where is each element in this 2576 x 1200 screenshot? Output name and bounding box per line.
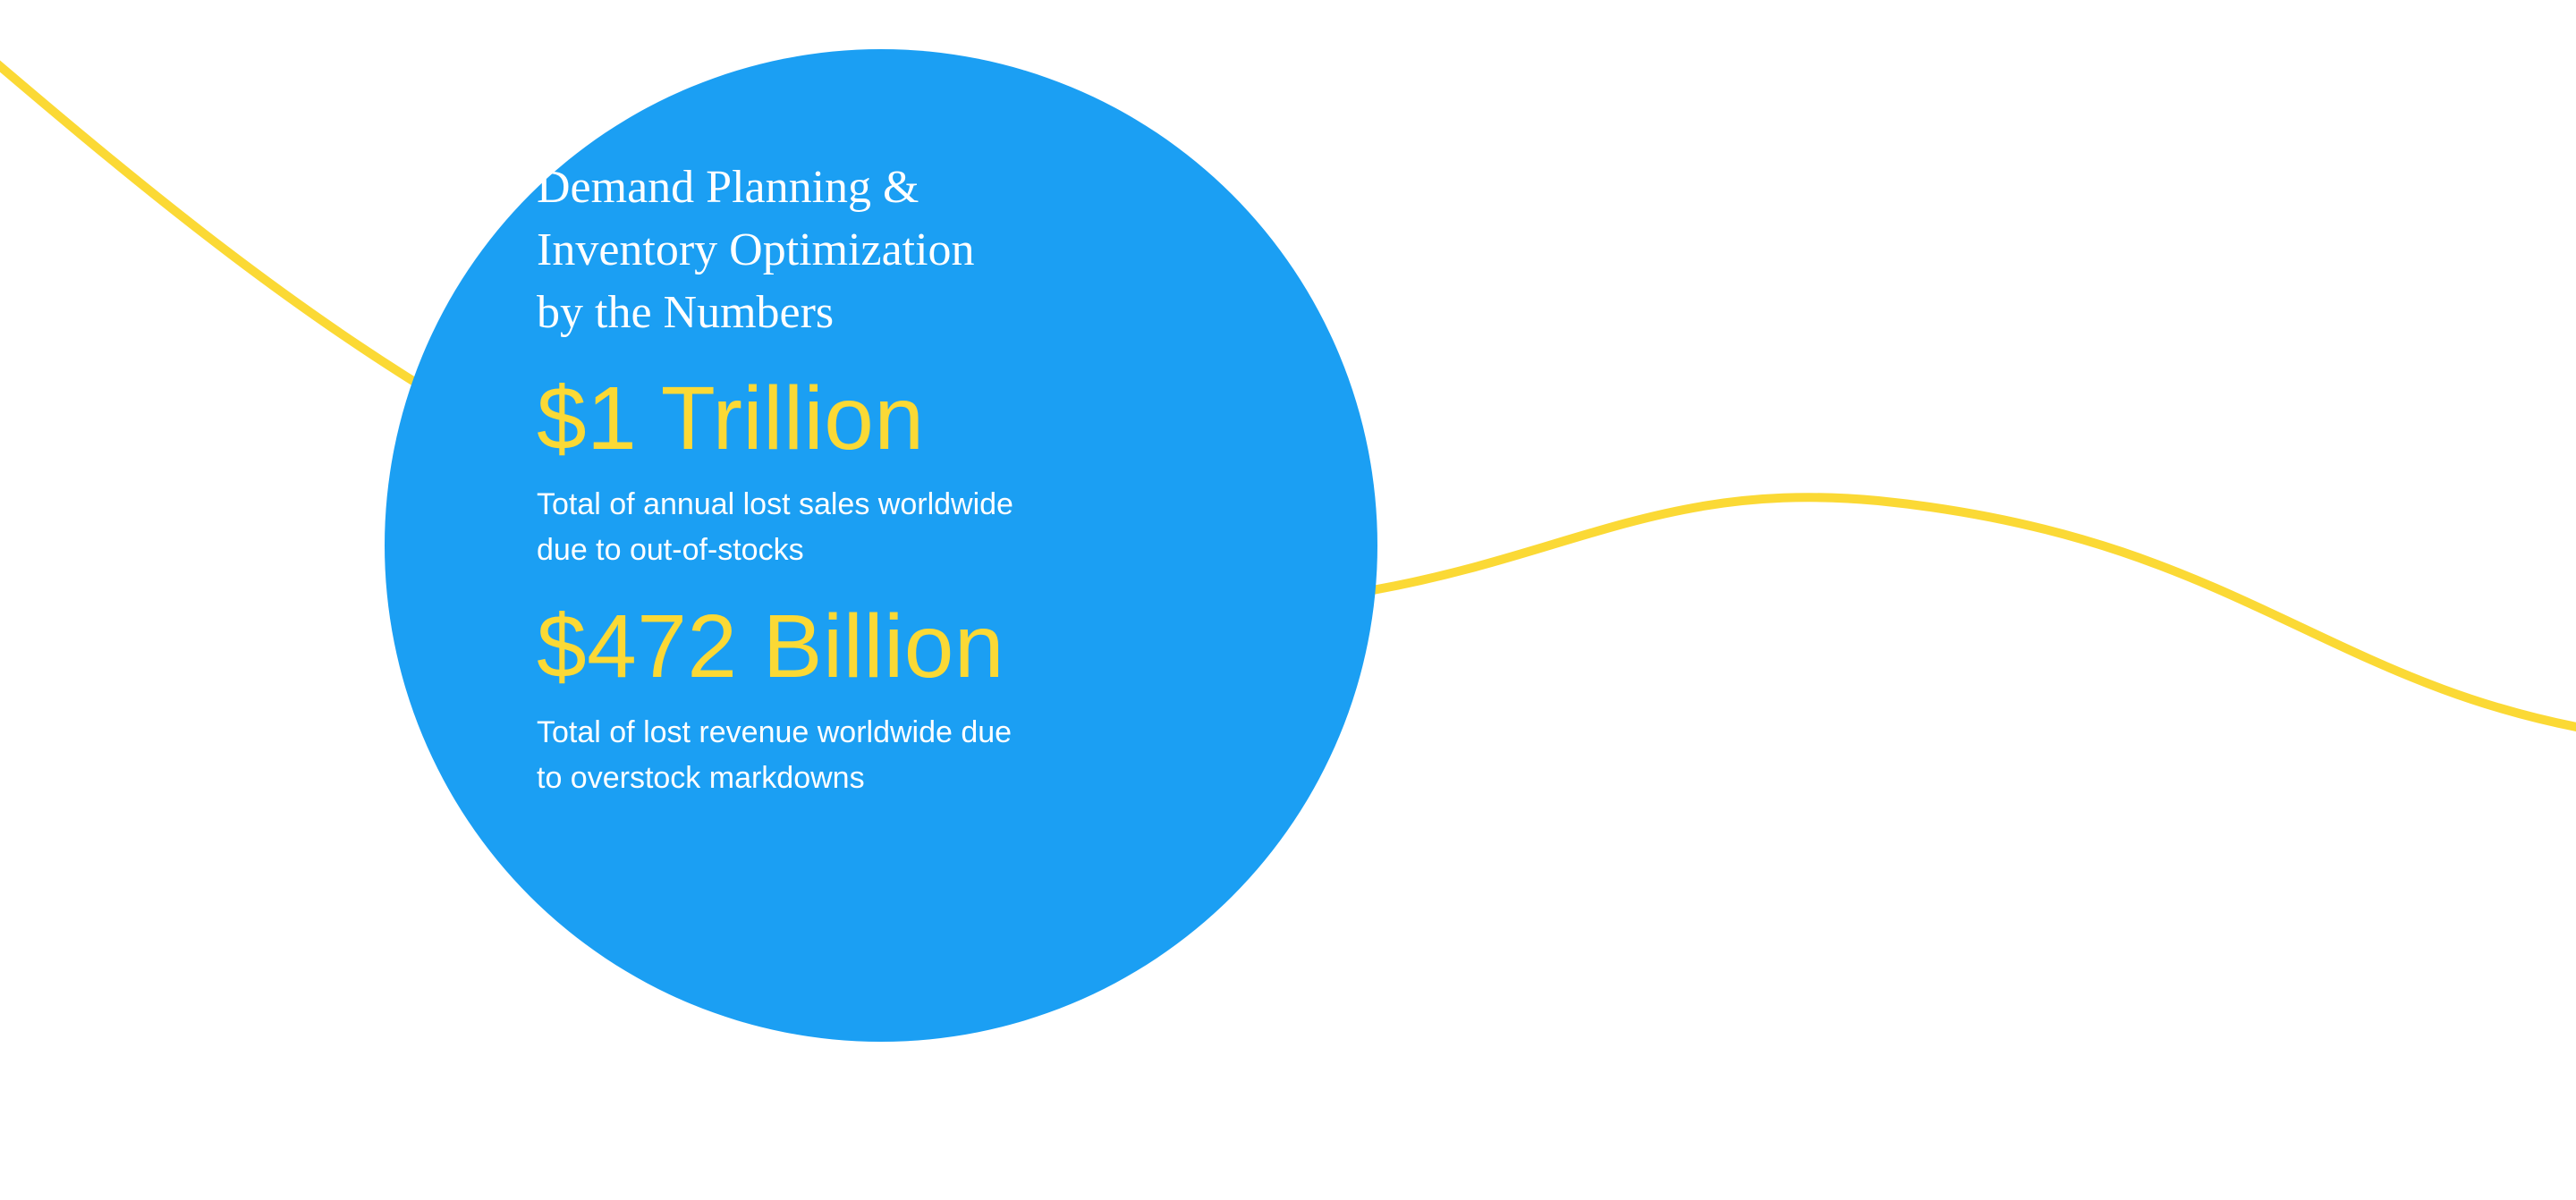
stat-group-1: $1 Trillion Total of annual lost sales w… — [537, 372, 1243, 573]
heading: Demand Planning & Inventory Optimization… — [537, 156, 1243, 345]
stat2-value: $472 Billion — [537, 600, 1243, 694]
stats-circle: Demand Planning & Inventory Optimization… — [385, 49, 1377, 1042]
stat1-value: $1 Trillion — [537, 372, 1243, 466]
infographic-stage: Demand Planning & Inventory Optimization… — [0, 0, 2576, 1200]
stat2-description: Total of lost revenue worldwide due to o… — [537, 710, 1243, 801]
stat-group-2: $472 Billion Total of lost revenue world… — [537, 600, 1243, 801]
stat1-description: Total of annual lost sales worldwide due… — [537, 482, 1243, 573]
